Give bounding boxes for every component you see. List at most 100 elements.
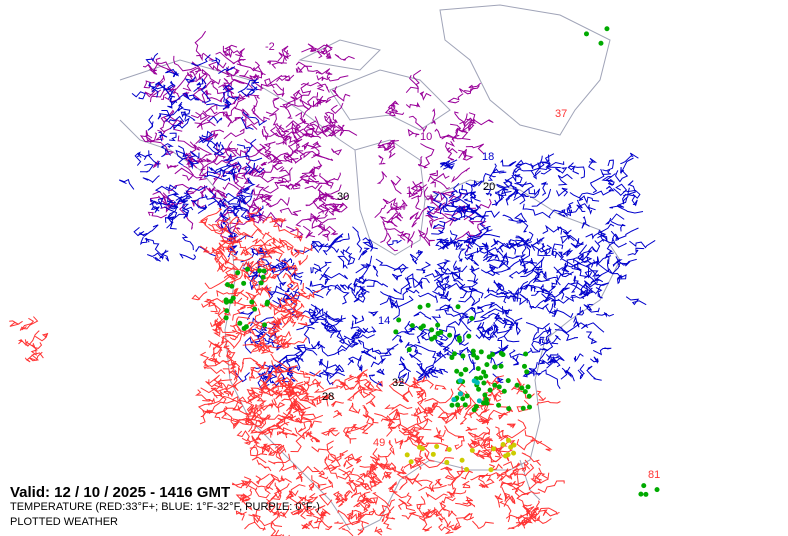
subzero-isotherm <box>326 127 358 136</box>
warm-isotherm <box>499 480 526 489</box>
cold-isotherm <box>571 286 593 297</box>
cold-isotherm <box>200 84 211 103</box>
cold-isotherm <box>494 260 511 274</box>
subzero-isotherm <box>247 143 267 158</box>
cold-isotherm <box>169 117 190 130</box>
warm-isotherm <box>476 409 508 423</box>
subzero-isotherm <box>307 177 323 185</box>
subzero-isotherm <box>205 92 222 103</box>
warm-isotherm <box>342 467 354 476</box>
cold-isotherm <box>173 120 183 131</box>
subzero-isotherm <box>187 71 195 83</box>
cold-isotherm <box>593 255 612 266</box>
cold-isotherm <box>627 247 645 256</box>
weather-symbol <box>490 351 496 357</box>
subzero-isotherm <box>434 128 455 143</box>
cold-isotherm <box>458 184 469 196</box>
cold-isotherm <box>567 203 590 214</box>
subzero-isotherm <box>292 134 301 155</box>
subzero-isotherm <box>316 75 331 81</box>
warm-isotherm <box>295 394 321 408</box>
subzero-isotherm <box>316 43 333 59</box>
cold-isotherm <box>577 363 585 380</box>
cold-isotherm <box>442 240 463 250</box>
warm-isotherm <box>423 447 435 462</box>
warm-isotherm <box>463 513 475 521</box>
warm-isotherm <box>256 459 272 472</box>
subzero-isotherm <box>155 75 166 88</box>
warm-isotherm <box>331 379 346 389</box>
weather-symbol <box>524 369 530 375</box>
subzero-isotherm <box>282 136 292 146</box>
warm-isotherm <box>240 476 252 489</box>
warm-isotherm <box>318 470 329 480</box>
cold-isotherm <box>211 57 221 66</box>
weather-symbol <box>459 457 465 463</box>
weather-symbol <box>406 347 412 353</box>
subzero-isotherm <box>331 202 340 213</box>
cold-isotherm <box>556 272 573 282</box>
warm-isotherm <box>323 464 338 472</box>
weather-symbol <box>498 363 504 369</box>
subzero-isotherm <box>273 87 285 97</box>
cold-isotherm <box>339 284 350 291</box>
warm-isotherm <box>245 416 254 425</box>
subzero-isotherm <box>417 156 429 169</box>
warm-isotherm <box>219 235 242 247</box>
warm-isotherm <box>367 470 377 487</box>
subzero-isotherm <box>288 131 303 147</box>
cold-isotherm <box>388 295 414 308</box>
warm-isotherm <box>494 441 508 457</box>
warm-isotherm <box>406 427 422 437</box>
cold-isotherm <box>522 203 551 219</box>
cold-isotherm <box>326 372 334 386</box>
subzero-isotherm <box>411 195 421 211</box>
cold-isotherm <box>177 151 189 166</box>
warm-isotherm <box>255 363 270 379</box>
warm-isotherm <box>381 471 392 480</box>
warm-isotherm <box>401 511 417 520</box>
cold-isotherm <box>154 184 178 193</box>
weather-symbol <box>224 298 230 304</box>
cold-isotherm <box>450 271 464 281</box>
warm-isotherm <box>348 513 365 526</box>
subzero-isotherm <box>226 69 240 78</box>
subzero-isotherm <box>302 92 319 118</box>
subzero-isotherm <box>285 120 307 131</box>
warm-isotherm <box>222 365 236 375</box>
weather-symbol <box>457 337 463 343</box>
cold-isotherm <box>586 331 598 345</box>
cold-isotherm <box>261 325 268 332</box>
cold-isotherm <box>548 303 574 319</box>
subzero-isotherm <box>244 93 260 100</box>
subzero-isotherm <box>386 232 398 252</box>
warm-isotherm <box>269 323 281 339</box>
warm-isotherm <box>433 509 444 519</box>
subzero-isotherm <box>428 194 441 202</box>
cold-isotherm <box>240 81 260 98</box>
subzero-isotherm <box>376 171 388 184</box>
weather-symbol <box>455 304 461 310</box>
cold-isotherm <box>208 115 223 124</box>
weather-symbol <box>469 447 475 453</box>
weather-symbol <box>505 378 511 384</box>
cold-isotherm <box>514 182 535 195</box>
subzero-isotherm <box>446 147 455 161</box>
subzero-isotherm <box>409 211 420 221</box>
cold-isotherm <box>188 150 200 159</box>
warm-isotherm <box>199 351 210 368</box>
cold-isotherm <box>526 284 537 292</box>
cold-isotherm <box>246 86 258 96</box>
cold-isotherm <box>530 347 549 353</box>
warm-isotherm <box>245 404 257 416</box>
cold-isotherm <box>564 262 580 270</box>
cold-isotherm <box>464 306 477 315</box>
cold-isotherm <box>393 263 407 274</box>
warm-isotherm <box>496 472 507 482</box>
warm-isotherm <box>235 510 247 521</box>
cold-isotherm <box>150 205 160 213</box>
cold-isotherm <box>237 187 254 195</box>
subzero-isotherm <box>204 103 218 115</box>
subzero-isotherm <box>322 204 339 214</box>
warm-isotherm <box>314 504 326 520</box>
